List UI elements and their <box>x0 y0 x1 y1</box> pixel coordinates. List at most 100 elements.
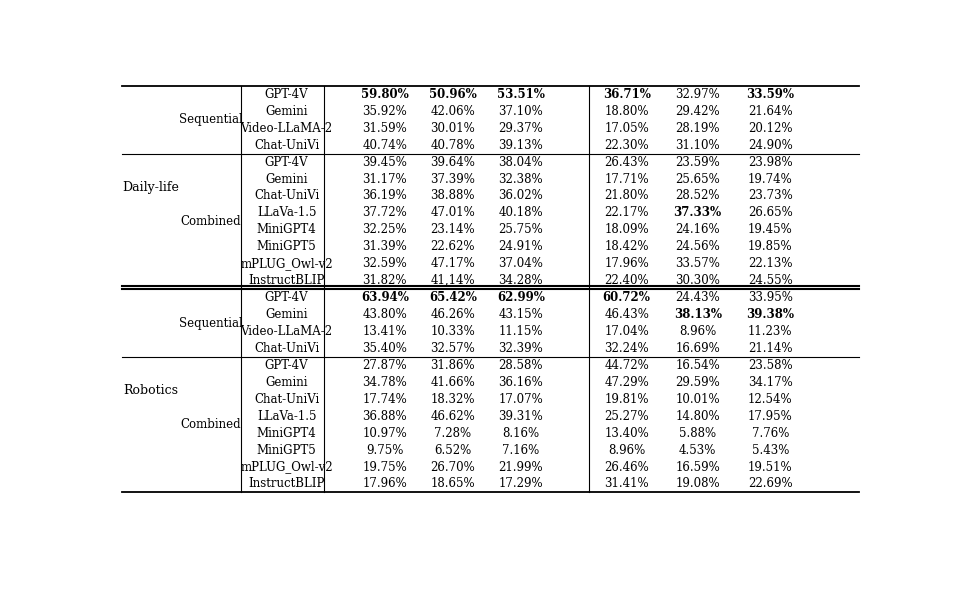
Text: 18.42%: 18.42% <box>604 240 649 253</box>
Text: 37.33%: 37.33% <box>674 206 722 220</box>
Text: 60.72%: 60.72% <box>603 291 650 304</box>
Text: 22.13%: 22.13% <box>748 257 793 270</box>
Text: mPLUG_Owl-v2: mPLUG_Owl-v2 <box>240 461 332 473</box>
Text: 39.13%: 39.13% <box>498 139 543 152</box>
Text: Combined: Combined <box>180 215 242 228</box>
Text: 8.96%: 8.96% <box>679 325 717 338</box>
Text: 4.53%: 4.53% <box>679 443 717 457</box>
Text: 37.72%: 37.72% <box>363 206 408 220</box>
Text: 17.74%: 17.74% <box>363 393 408 406</box>
Text: 38.04%: 38.04% <box>498 155 543 169</box>
Text: 18.65%: 18.65% <box>431 478 475 490</box>
Text: 25.27%: 25.27% <box>604 410 649 422</box>
Text: 23.14%: 23.14% <box>431 223 475 236</box>
Text: 40.78%: 40.78% <box>431 139 475 152</box>
Text: 26.46%: 26.46% <box>604 461 649 473</box>
Text: Chat-UniVi: Chat-UniVi <box>254 139 319 152</box>
Text: MiniGPT4: MiniGPT4 <box>256 223 317 236</box>
Text: 30.30%: 30.30% <box>676 274 721 287</box>
Text: 31.86%: 31.86% <box>431 359 475 372</box>
Text: Combined: Combined <box>180 418 242 431</box>
Text: 37.39%: 37.39% <box>430 173 475 185</box>
Text: 16.59%: 16.59% <box>676 461 720 473</box>
Text: Daily-life: Daily-life <box>122 181 179 194</box>
Text: 39.45%: 39.45% <box>363 155 408 169</box>
Text: 17.96%: 17.96% <box>363 478 408 490</box>
Text: 8.96%: 8.96% <box>608 443 645 457</box>
Text: 32.38%: 32.38% <box>498 173 543 185</box>
Text: 38.13%: 38.13% <box>674 308 722 321</box>
Text: 17.07%: 17.07% <box>498 393 543 406</box>
Text: GPT-4V: GPT-4V <box>265 291 308 304</box>
Text: 22.62%: 22.62% <box>431 240 475 253</box>
Text: 29.59%: 29.59% <box>676 376 720 389</box>
Text: 5.88%: 5.88% <box>680 427 717 440</box>
Text: 32.24%: 32.24% <box>604 342 649 355</box>
Text: 47.01%: 47.01% <box>431 206 475 220</box>
Text: 31.39%: 31.39% <box>363 240 408 253</box>
Text: 21.14%: 21.14% <box>748 342 793 355</box>
Text: 7.16%: 7.16% <box>502 443 539 457</box>
Text: MiniGPT4: MiniGPT4 <box>256 427 317 440</box>
Text: 32.59%: 32.59% <box>363 257 408 270</box>
Text: 24.55%: 24.55% <box>748 274 793 287</box>
Text: 37.10%: 37.10% <box>498 105 543 118</box>
Text: 31.82%: 31.82% <box>363 274 408 287</box>
Text: 31.59%: 31.59% <box>363 122 408 135</box>
Text: 7.76%: 7.76% <box>752 427 789 440</box>
Text: 26.65%: 26.65% <box>748 206 793 220</box>
Text: 24.90%: 24.90% <box>748 139 793 152</box>
Text: Video-LLaMA-2: Video-LLaMA-2 <box>241 122 332 135</box>
Text: 32.39%: 32.39% <box>498 342 543 355</box>
Text: 25.75%: 25.75% <box>498 223 543 236</box>
Text: 62.99%: 62.99% <box>497 291 545 304</box>
Text: 20.12%: 20.12% <box>748 122 793 135</box>
Text: 31.10%: 31.10% <box>676 139 720 152</box>
Text: 50.96%: 50.96% <box>429 88 477 101</box>
Text: 13.40%: 13.40% <box>604 427 649 440</box>
Text: 28.58%: 28.58% <box>498 359 543 372</box>
Text: Chat-UniVi: Chat-UniVi <box>254 342 319 355</box>
Text: 25.65%: 25.65% <box>676 173 720 185</box>
Text: 19.51%: 19.51% <box>748 461 793 473</box>
Text: 19.85%: 19.85% <box>748 240 793 253</box>
Text: 22.17%: 22.17% <box>604 206 649 220</box>
Text: 28.52%: 28.52% <box>676 190 720 202</box>
Text: 10.01%: 10.01% <box>676 393 720 406</box>
Text: 16.54%: 16.54% <box>676 359 720 372</box>
Text: 18.80%: 18.80% <box>604 105 649 118</box>
Text: 22.30%: 22.30% <box>604 139 649 152</box>
Text: 19.45%: 19.45% <box>748 223 793 236</box>
Text: 46.62%: 46.62% <box>431 410 475 422</box>
Text: 21.64%: 21.64% <box>748 105 793 118</box>
Text: LLaVa-1.5: LLaVa-1.5 <box>256 410 316 422</box>
Text: 34.28%: 34.28% <box>498 274 543 287</box>
Text: 14.80%: 14.80% <box>676 410 720 422</box>
Text: 23.59%: 23.59% <box>676 155 720 169</box>
Text: 36.19%: 36.19% <box>363 190 408 202</box>
Text: GPT-4V: GPT-4V <box>265 155 308 169</box>
Text: 16.69%: 16.69% <box>676 342 720 355</box>
Text: 36.02%: 36.02% <box>498 190 543 202</box>
Text: Robotics: Robotics <box>123 384 178 397</box>
Text: 34.17%: 34.17% <box>748 376 793 389</box>
Text: Gemini: Gemini <box>265 376 308 389</box>
Text: 17.71%: 17.71% <box>604 173 649 185</box>
Text: 24.91%: 24.91% <box>498 240 543 253</box>
Text: 23.98%: 23.98% <box>748 155 793 169</box>
Text: Sequential: Sequential <box>179 317 243 329</box>
Text: 11.23%: 11.23% <box>748 325 793 338</box>
Text: 32.97%: 32.97% <box>676 88 720 101</box>
Text: 33.59%: 33.59% <box>746 88 795 101</box>
Text: 32.25%: 32.25% <box>363 223 408 236</box>
Text: 10.33%: 10.33% <box>431 325 475 338</box>
Text: 35.92%: 35.92% <box>363 105 408 118</box>
Text: 44.72%: 44.72% <box>604 359 649 372</box>
Text: 31.41%: 31.41% <box>604 478 649 490</box>
Text: 24.56%: 24.56% <box>676 240 720 253</box>
Text: 35.40%: 35.40% <box>363 342 408 355</box>
Text: 12.54%: 12.54% <box>748 393 793 406</box>
Text: 24.16%: 24.16% <box>676 223 720 236</box>
Text: 27.87%: 27.87% <box>363 359 408 372</box>
Text: 65.42%: 65.42% <box>429 291 477 304</box>
